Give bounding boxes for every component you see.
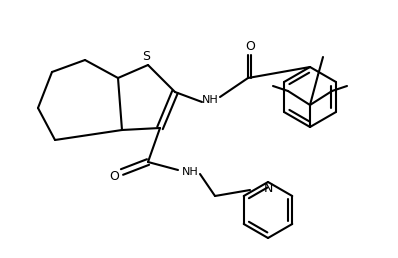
Text: NH: NH xyxy=(181,167,198,177)
Text: O: O xyxy=(109,170,119,182)
Text: N: N xyxy=(263,181,273,195)
Text: NH: NH xyxy=(202,95,219,105)
Text: S: S xyxy=(142,51,150,63)
Text: O: O xyxy=(245,41,255,53)
